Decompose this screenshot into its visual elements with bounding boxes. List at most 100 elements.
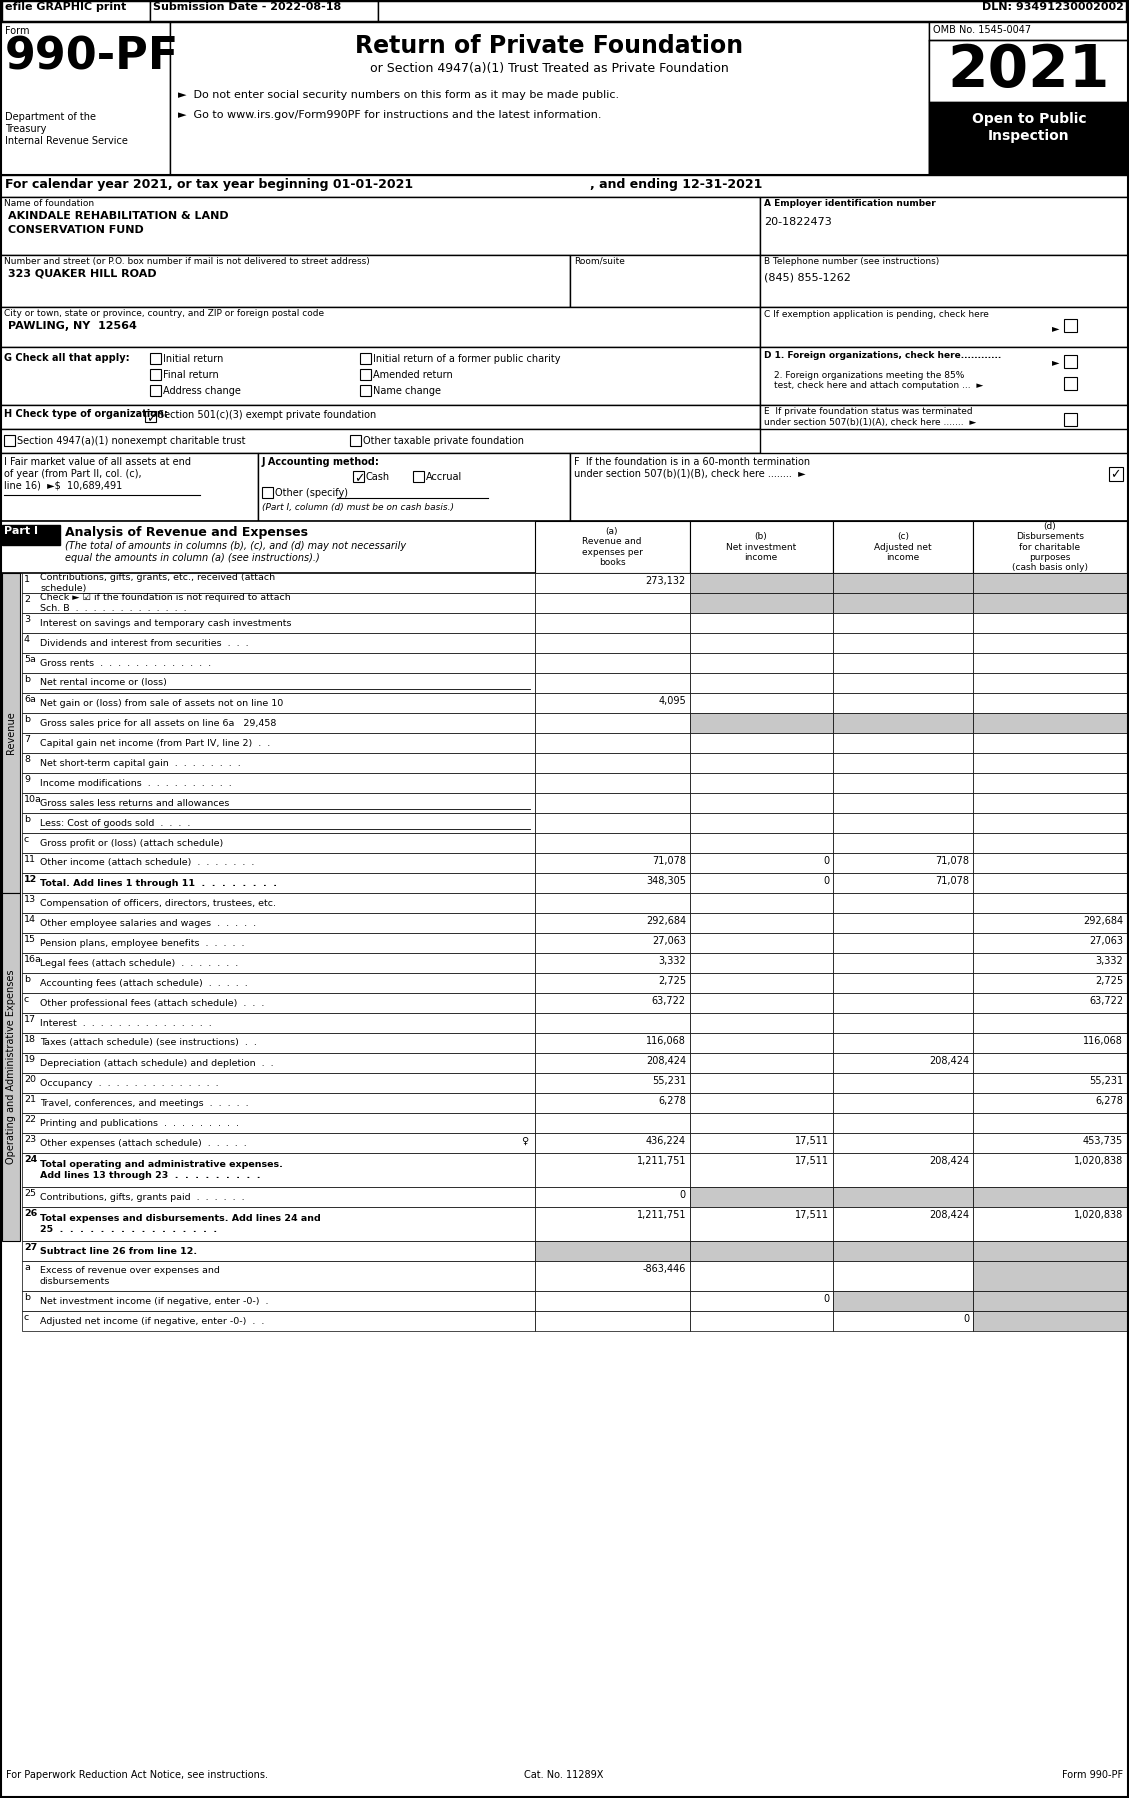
Bar (21, 1241, 535, 1260)
Bar (973, 1113, 1127, 1133)
Text: Gross sales price for all assets on line 6a   29,458: Gross sales price for all assets on line… (40, 719, 277, 728)
Bar (21, 653, 535, 672)
Bar (833, 1034, 973, 1054)
Text: Operating and Administrative Expenses: Operating and Administrative Expenses (6, 969, 16, 1165)
Bar (21, 852, 535, 874)
Text: or Section 4947(a)(1) Trust Treated as Private Foundation: or Section 4947(a)(1) Trust Treated as P… (369, 61, 728, 76)
Text: 71,078: 71,078 (935, 876, 969, 886)
Bar (21, 894, 535, 913)
Text: 20-1822473: 20-1822473 (764, 218, 832, 227)
Bar (535, 1093, 690, 1113)
Bar (21, 1073, 535, 1093)
Text: Treasury: Treasury (5, 124, 46, 135)
Bar (535, 894, 690, 913)
Bar (833, 714, 973, 734)
Bar (760, 198, 1129, 255)
Bar (21, 672, 535, 692)
Text: 2: 2 (24, 595, 30, 604)
Bar (535, 521, 690, 574)
Bar (973, 773, 1127, 793)
Text: 6,278: 6,278 (1095, 1097, 1123, 1106)
Bar (690, 692, 833, 714)
Text: Part I: Part I (5, 527, 38, 536)
Bar (360, 352, 371, 363)
Bar (350, 435, 361, 446)
Text: Contributions, gifts, grants, etc., received (attach
schedule): Contributions, gifts, grants, etc., rece… (40, 574, 275, 593)
Text: 18: 18 (24, 1036, 36, 1045)
Bar (833, 653, 973, 672)
Bar (973, 793, 1127, 813)
Text: For Paperwork Reduction Act Notice, see instructions.: For Paperwork Reduction Act Notice, see … (6, 1769, 268, 1780)
Text: Taxes (attach schedule) (see instructions)  .  .: Taxes (attach schedule) (see instruction… (40, 1039, 257, 1048)
Text: 27: 27 (24, 1242, 37, 1251)
Bar (150, 369, 161, 379)
Text: Department of the: Department of the (5, 111, 96, 122)
Bar (973, 894, 1127, 913)
Text: B Telephone number (see instructions): B Telephone number (see instructions) (764, 257, 939, 266)
Text: Check ► ☑ if the foundation is not required to attach
Sch. B  .  .  .  .  .  .  : Check ► ☑ if the foundation is not requi… (40, 593, 291, 613)
Text: Interest on savings and temporary cash investments: Interest on savings and temporary cash i… (40, 619, 291, 628)
Bar (973, 653, 1127, 672)
Text: 12: 12 (24, 876, 37, 885)
Text: 292,684: 292,684 (1083, 915, 1123, 926)
Bar (833, 633, 973, 653)
Bar (973, 1241, 1127, 1260)
Text: Internal Revenue Service: Internal Revenue Service (5, 137, 128, 146)
Text: 71,078: 71,078 (935, 856, 969, 867)
Text: 14: 14 (24, 915, 36, 924)
Bar (690, 933, 833, 953)
Bar (973, 1153, 1127, 1187)
Text: Open to Public: Open to Public (972, 111, 1086, 126)
Text: 2,725: 2,725 (1095, 976, 1123, 985)
Text: 7: 7 (24, 735, 30, 744)
Text: Gross profit or (loss) (attach schedule): Gross profit or (loss) (attach schedule) (40, 838, 224, 847)
Bar (21, 1012, 535, 1034)
Bar (690, 714, 833, 734)
Text: under section 507(b)(1)(A), check here .......  ►: under section 507(b)(1)(A), check here .… (764, 417, 977, 426)
Bar (833, 1291, 973, 1311)
Bar (929, 102, 1129, 174)
Bar (535, 1260, 690, 1291)
Text: Other income (attach schedule)  .  .  .  .  .  .  .: Other income (attach schedule) . . . . .… (40, 858, 254, 867)
Bar (833, 973, 973, 992)
Bar (973, 692, 1127, 714)
Bar (0, 453, 259, 521)
Bar (690, 813, 833, 832)
Bar (690, 1113, 833, 1133)
Text: Net rental income or (loss): Net rental income or (loss) (40, 678, 167, 687)
Bar (690, 753, 833, 773)
Bar (1064, 414, 1077, 426)
Text: Accounting fees (attach schedule)  .  .  .  .  .: Accounting fees (attach schedule) . . . … (40, 978, 247, 987)
Text: (845) 855-1262: (845) 855-1262 (764, 273, 851, 282)
Text: Less: Cost of goods sold  .  .  .  .: Less: Cost of goods sold . . . . (40, 818, 191, 827)
Bar (833, 1093, 973, 1113)
Bar (535, 832, 690, 852)
Bar (690, 773, 833, 793)
Bar (973, 521, 1127, 574)
Text: A Employer identification number: A Employer identification number (764, 200, 936, 209)
Text: 273,132: 273,132 (646, 575, 686, 586)
Text: DLN: 93491230002002: DLN: 93491230002002 (982, 2, 1124, 13)
Bar (535, 653, 690, 672)
Bar (21, 1093, 535, 1113)
Text: of year (from Part II, col. (c),: of year (from Part II, col. (c), (5, 469, 141, 478)
Bar (760, 307, 1129, 347)
Bar (690, 1241, 833, 1260)
Bar (690, 793, 833, 813)
Bar (535, 593, 690, 613)
Text: Total. Add lines 1 through 11  .  .  .  .  .  .  .  .: Total. Add lines 1 through 11 . . . . . … (40, 879, 277, 888)
Bar (973, 633, 1127, 653)
Text: 10a: 10a (24, 795, 42, 804)
Bar (353, 471, 364, 482)
Text: efile GRAPHIC print: efile GRAPHIC print (5, 2, 126, 13)
Bar (170, 22, 929, 174)
Text: a: a (24, 1262, 29, 1271)
Bar (690, 1034, 833, 1054)
Text: Name change: Name change (373, 387, 441, 396)
Bar (2, 894, 20, 1241)
Text: Pension plans, employee benefits  .  .  .  .  .: Pension plans, employee benefits . . . .… (40, 939, 245, 948)
Bar (21, 633, 535, 653)
Text: 16a: 16a (24, 955, 42, 964)
Bar (21, 1311, 535, 1331)
Bar (535, 633, 690, 653)
